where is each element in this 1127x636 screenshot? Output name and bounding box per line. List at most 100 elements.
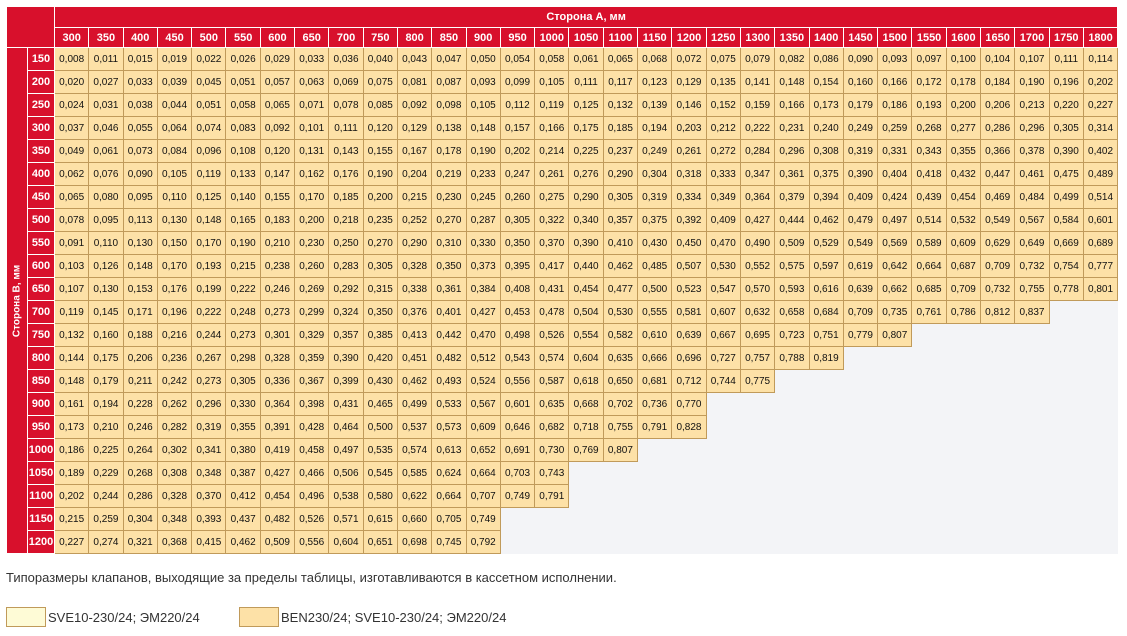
- table-cell: 0,324: [328, 300, 364, 324]
- table-cell: 0,101: [294, 116, 330, 140]
- table-cell: 0,493: [431, 369, 467, 393]
- table-cell: 0,225: [568, 139, 604, 163]
- empty-cell: [945, 392, 982, 416]
- empty-cell: [808, 461, 844, 485]
- table-cell: 0,130: [122, 231, 158, 255]
- empty-cell: [945, 461, 982, 485]
- table-cell: 0,718: [568, 415, 604, 439]
- table-cell: 0,246: [259, 277, 296, 301]
- row-header: 1100: [27, 484, 55, 508]
- table-cell: 0,078: [53, 208, 90, 232]
- column-header: 950: [499, 27, 536, 48]
- column-header: 400: [122, 27, 158, 48]
- table-cell: 0,328: [396, 254, 433, 278]
- table-cell: 0,535: [362, 438, 398, 462]
- table-cell: 0,357: [602, 208, 639, 232]
- table-cell: 0,079: [739, 47, 776, 71]
- table-cell: 0,749: [499, 484, 536, 508]
- table-cell: 0,791: [637, 415, 673, 439]
- table-cell: 0,086: [808, 47, 844, 71]
- legend-swatch-light: [6, 607, 46, 627]
- table-cell: 0,340: [568, 208, 604, 232]
- table-cell: 0,045: [191, 70, 227, 94]
- table-row: 1200 0,227 0,274 0,321 0,368 0,415 0,462 0,509 0…: [7, 530, 1119, 554]
- table-cell: 0,091: [53, 231, 90, 255]
- table-row: 200 0,020 0,027 0,033 0,039 0,045 0,051 0,057 0,…: [7, 70, 1119, 94]
- table-cell: 0,075: [362, 70, 398, 94]
- table-cell: 0,171: [122, 300, 158, 324]
- table-cell: 0,355: [225, 415, 261, 439]
- empty-cell: [671, 461, 707, 485]
- empty-cell: [842, 415, 879, 439]
- table-cell: 0,696: [671, 346, 707, 370]
- table-cell: 0,497: [328, 438, 364, 462]
- table-cell: 0,245: [465, 185, 501, 209]
- table-cell: 0,176: [328, 162, 364, 186]
- table-cell: 0,777: [1082, 254, 1119, 278]
- table-cell: 0,567: [1014, 208, 1050, 232]
- table-cell: 0,792: [465, 530, 501, 554]
- empty-cell: [1014, 530, 1050, 554]
- table-cell: 0,047: [431, 47, 467, 71]
- table-cell: 0,695: [739, 323, 776, 347]
- empty-cell: [739, 392, 776, 416]
- table-cell: 0,204: [396, 162, 433, 186]
- table-cell: 0,190: [1014, 70, 1050, 94]
- row-header: 150: [27, 47, 55, 71]
- table-cell: 0,658: [774, 300, 810, 324]
- table-cell: 0,556: [294, 530, 330, 554]
- table-cell: 0,828: [671, 415, 707, 439]
- empty-cell: [980, 438, 1016, 462]
- table-cell: 0,681: [637, 369, 673, 393]
- empty-cell: [842, 530, 879, 554]
- table-cell: 0,200: [362, 185, 398, 209]
- table-cell: 0,370: [191, 484, 227, 508]
- table-cell: 0,176: [156, 277, 193, 301]
- table-cell: 0,161: [53, 392, 90, 416]
- table-cell: 0,417: [534, 254, 570, 278]
- table-cell: 0,801: [1082, 277, 1119, 301]
- table-cell: 0,635: [534, 392, 570, 416]
- empty-cell: [1082, 415, 1119, 439]
- table-cell: 0,260: [499, 185, 536, 209]
- table-cell: 0,660: [396, 507, 433, 531]
- column-header: 750: [362, 27, 398, 48]
- column-header: 550: [225, 27, 261, 48]
- table-cell: 0,318: [671, 162, 707, 186]
- column-header: 600: [259, 27, 296, 48]
- table-cell: 0,170: [156, 254, 193, 278]
- table-cell: 0,308: [808, 139, 844, 163]
- table-note: Типоразмеры клапанов, выходящие за преде…: [6, 570, 617, 585]
- table-cell: 0,394: [808, 185, 844, 209]
- table-cell: 0,132: [53, 323, 90, 347]
- table-cell: 0,160: [842, 70, 879, 94]
- table-cell: 0,512: [465, 346, 501, 370]
- table-cell: 0,225: [88, 438, 124, 462]
- table-row: 950 0,173 0,210 0,246 0,282 0,319 0,355 0,391 0,…: [7, 415, 1119, 439]
- empty-cell: [568, 507, 604, 531]
- table-cell: 0,148: [53, 369, 90, 393]
- table-cell: 0,357: [328, 323, 364, 347]
- table-cell: 0,186: [53, 438, 90, 462]
- empty-cell: [911, 530, 947, 554]
- table-cell: 0,190: [362, 162, 398, 186]
- table-cell: 0,178: [945, 70, 982, 94]
- empty-cell: [1048, 461, 1084, 485]
- table-cell: 0,227: [53, 530, 90, 554]
- table-cell: 0,252: [396, 208, 433, 232]
- table-cell: 0,458: [294, 438, 330, 462]
- table-row: 350 0,049 0,061 0,073 0,084 0,096 0,108 0,120 0,…: [7, 139, 1119, 163]
- table-cell: 0,837: [1014, 300, 1050, 324]
- empty-cell: [739, 530, 776, 554]
- table-cell: 0,037: [53, 116, 90, 140]
- table-cell: 0,040: [362, 47, 398, 71]
- table-cell: 0,296: [774, 139, 810, 163]
- table-cell: 0,500: [637, 277, 673, 301]
- row-header: 750: [27, 323, 55, 347]
- table-cell: 0,061: [568, 47, 604, 71]
- table-cell: 0,366: [980, 139, 1016, 163]
- table-cell: 0,130: [88, 277, 124, 301]
- empty-cell: [774, 461, 810, 485]
- empty-cell: [568, 484, 604, 508]
- table-cell: 0,090: [122, 162, 158, 186]
